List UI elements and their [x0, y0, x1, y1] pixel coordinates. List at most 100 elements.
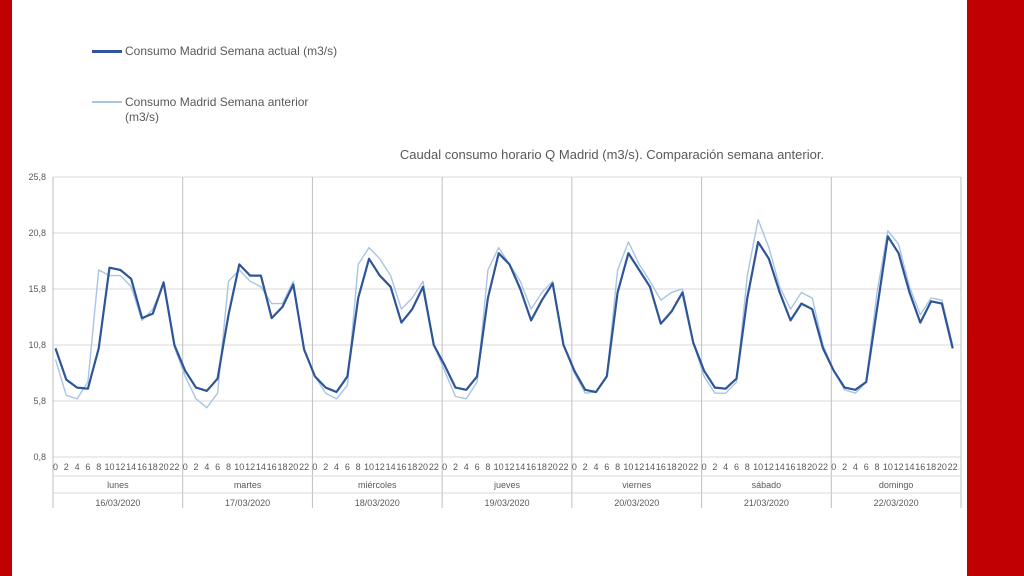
x-tick-label: 4	[204, 462, 209, 472]
x-tick-label: 20	[677, 462, 687, 472]
day-name-label: lunes	[107, 480, 129, 490]
x-tick-label: 2	[583, 462, 588, 472]
x-tick-label: 10	[883, 462, 893, 472]
x-tick-label: 10	[234, 462, 244, 472]
x-tick-label: 8	[96, 462, 101, 472]
x-tick-label: 20	[288, 462, 298, 472]
x-tick-label: 18	[148, 462, 158, 472]
x-tick-label: 8	[226, 462, 231, 472]
x-tick-label: 18	[537, 462, 547, 472]
x-tick-label: 10	[105, 462, 115, 472]
x-tick-label: 12	[504, 462, 514, 472]
x-tick-label: 22	[948, 462, 958, 472]
x-tick-label: 2	[194, 462, 199, 472]
legend-swatch-current	[92, 50, 122, 53]
x-tick-label: 14	[256, 462, 266, 472]
x-tick-label: 22	[299, 462, 309, 472]
x-tick-label: 12	[245, 462, 255, 472]
x-tick-label: 4	[853, 462, 858, 472]
x-tick-label: 10	[753, 462, 763, 472]
x-tick-label: 20	[548, 462, 558, 472]
day-name-label: miércoles	[358, 480, 397, 490]
x-tick-label: 14	[775, 462, 785, 472]
x-tick-label: 18	[277, 462, 287, 472]
x-tick-label: 8	[745, 462, 750, 472]
x-tick-label: 8	[615, 462, 620, 472]
x-tick-label: 22	[818, 462, 828, 472]
x-tick-label: 4	[723, 462, 728, 472]
x-tick-label: 12	[375, 462, 385, 472]
x-tick-label: 22	[688, 462, 698, 472]
legend-swatch-previous	[92, 101, 122, 103]
x-tick-label: 2	[453, 462, 458, 472]
x-tick-label: 8	[875, 462, 880, 472]
x-tick-label: 2	[712, 462, 717, 472]
series-line-current-week	[54, 235, 954, 394]
x-tick-label: 20	[937, 462, 947, 472]
y-tick-label: 25,8	[28, 172, 46, 182]
day-date-label: 20/03/2020	[614, 498, 659, 508]
x-tick-label: 18	[407, 462, 417, 472]
legend-item-current-week: Consumo Madrid Semana actual (m3/s)	[92, 44, 372, 60]
x-tick-label: 2	[64, 462, 69, 472]
x-tick-label: 16	[915, 462, 925, 472]
x-tick-label: 10	[364, 462, 374, 472]
x-tick-label: 20	[807, 462, 817, 472]
x-tick-label: 14	[645, 462, 655, 472]
x-tick-label: 18	[926, 462, 936, 472]
day-date-label: 18/03/2020	[355, 498, 400, 508]
x-tick-label: 8	[485, 462, 490, 472]
x-tick-label: 16	[526, 462, 536, 472]
day-name-label: sábado	[752, 480, 782, 490]
x-tick-label: 0	[183, 462, 188, 472]
x-tick-label: 0	[53, 462, 58, 472]
legend-label-previous: Consumo Madrid Semana anterior (m3/s)	[125, 95, 309, 124]
day-date-label: 21/03/2020	[744, 498, 789, 508]
x-tick-label: 16	[267, 462, 277, 472]
x-tick-label: 6	[475, 462, 480, 472]
x-tick-label: 20	[159, 462, 169, 472]
x-tick-label: 16	[137, 462, 147, 472]
legend-label-current: Consumo Madrid Semana actual (m3/s)	[125, 44, 338, 58]
x-tick-label: 6	[604, 462, 609, 472]
day-name-label: viernes	[622, 480, 652, 490]
x-tick-label: 8	[356, 462, 361, 472]
x-tick-label: 18	[796, 462, 806, 472]
x-tick-label: 0	[312, 462, 317, 472]
x-tick-label: 22	[559, 462, 569, 472]
day-name-label: jueves	[493, 480, 521, 490]
x-tick-label: 16	[396, 462, 406, 472]
x-tick-label: 0	[702, 462, 707, 472]
x-tick-label: 0	[831, 462, 836, 472]
x-tick-label: 14	[904, 462, 914, 472]
series-layer	[54, 218, 954, 409]
y-tick-label: 10,8	[28, 340, 46, 350]
x-tick-label: 10	[494, 462, 504, 472]
legend-item-previous-week: Consumo Madrid Semana anterior (m3/s)	[92, 95, 332, 127]
x-tick-label: 4	[464, 462, 469, 472]
x-tick-label: 0	[442, 462, 447, 472]
x-tick-label: 14	[126, 462, 136, 472]
x-tick-label: 14	[386, 462, 396, 472]
x-tick-label: 12	[894, 462, 904, 472]
x-tick-label: 4	[334, 462, 339, 472]
x-tick-label: 2	[842, 462, 847, 472]
y-tick-label: 5,8	[33, 396, 46, 406]
x-tick-label: 10	[623, 462, 633, 472]
x-tick-label: 22	[169, 462, 179, 472]
x-tick-label: 6	[864, 462, 869, 472]
day-date-label: 19/03/2020	[484, 498, 529, 508]
grid	[52, 176, 962, 508]
x-tick-label: 22	[429, 462, 439, 472]
axes: 25,820,815,810,85,80,80 2 4 6 8 10 12 14 16 18 20 2…	[28, 172, 961, 508]
y-tick-label: 20,8	[28, 228, 46, 238]
x-tick-label: 14	[515, 462, 525, 472]
x-tick-label: 6	[345, 462, 350, 472]
x-tick-label: 18	[667, 462, 677, 472]
x-tick-label: 20	[418, 462, 428, 472]
x-tick-label: 0	[572, 462, 577, 472]
day-date-label: 22/03/2020	[874, 498, 919, 508]
x-tick-label: 12	[764, 462, 774, 472]
x-tick-label: 4	[593, 462, 598, 472]
